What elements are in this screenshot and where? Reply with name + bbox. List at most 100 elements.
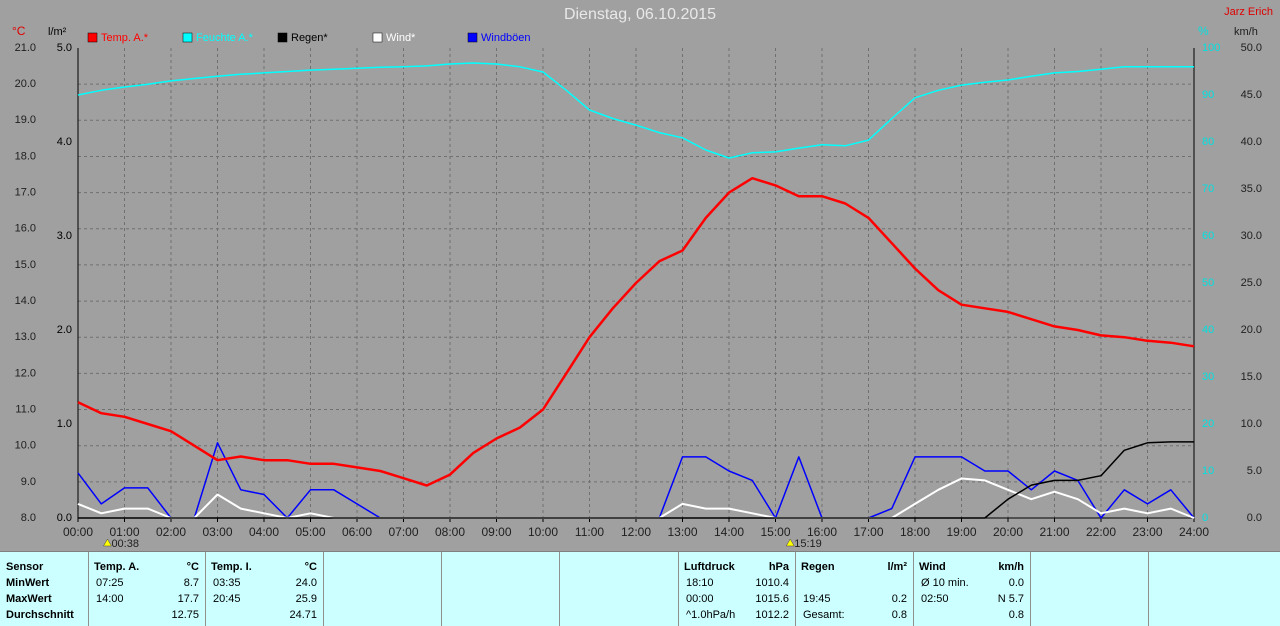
row-value: 12.75 <box>171 609 199 621</box>
y-tick-label: 4.0 <box>57 136 72 148</box>
chart-title: Dienstag, 06.10.2015 <box>564 6 716 23</box>
y-tick-label: 5.0 <box>1247 465 1262 477</box>
x-tick-label: 12:00 <box>621 525 651 539</box>
header-cell: Sensor <box>6 561 44 573</box>
annotation: 00:38 <box>111 538 139 550</box>
y-tick-label: 40.0 <box>1241 136 1262 148</box>
y-tick-label: 5.0 <box>57 42 72 54</box>
row-time: 03:35 <box>213 577 241 589</box>
row-time: 00:00 <box>686 593 714 605</box>
y-tick-label: 0.0 <box>1247 512 1262 524</box>
row-value: 24.0 <box>295 577 317 589</box>
y-tick-label: 25.0 <box>1241 277 1262 289</box>
y-tick-label: 14.0 <box>15 295 36 307</box>
y-tick-label: 20 <box>1202 418 1214 430</box>
x-tick-label: 13:00 <box>667 525 697 539</box>
legend-label: Feuchte A.* <box>196 32 254 44</box>
header-unit: l/m² <box>887 561 907 573</box>
y-tick-label: 50 <box>1202 277 1214 289</box>
row-time: Ø 10 min. <box>921 577 969 589</box>
y-tick-label: 30.0 <box>1241 230 1262 242</box>
series-line <box>77 62 1194 159</box>
y-tick-label: 15.0 <box>1241 371 1262 383</box>
row-time: Gesamt: <box>803 609 845 621</box>
y-tick-label: 19.0 <box>15 114 36 126</box>
x-tick-label: 07:00 <box>388 525 418 539</box>
annotation: 15:19 <box>794 538 822 550</box>
y-tick-label: 2.0 <box>57 324 72 336</box>
row-time: 18:10 <box>686 577 714 589</box>
row-value: 24.71 <box>289 609 317 621</box>
header-unit: °C <box>186 561 199 573</box>
y-axis-label: °C <box>12 24 26 38</box>
y-tick-label: 80 <box>1202 136 1214 148</box>
y-tick-label: 10.0 <box>1241 418 1262 430</box>
row-value: 25.9 <box>295 593 317 605</box>
y-tick-label: 12.0 <box>15 367 36 379</box>
y-tick-label: 20.0 <box>15 78 36 90</box>
y-tick-label: 8.0 <box>21 512 36 524</box>
y-tick-label: 10.0 <box>15 440 36 452</box>
annotation-marker <box>785 538 795 547</box>
legend-swatch <box>182 32 193 43</box>
header-cell: Wind <box>919 561 946 573</box>
y-tick-label: 3.0 <box>57 230 72 242</box>
y-tick-label: 0.0 <box>57 512 72 524</box>
series-line <box>77 176 1195 487</box>
y-tick-label: 35.0 <box>1241 183 1262 195</box>
x-tick-label: 04:00 <box>249 525 279 539</box>
y-tick-label: 60 <box>1202 230 1214 242</box>
y-tick-label: 90 <box>1202 89 1214 101</box>
y-tick-label: 21.0 <box>15 42 36 54</box>
annotation-marker <box>103 538 112 547</box>
row-time: 20:45 <box>213 593 241 605</box>
x-tick-label: 11:00 <box>575 525 604 539</box>
column-separator <box>913 552 914 626</box>
legend-label: Temp. A.* <box>101 32 149 44</box>
column-separator <box>795 552 796 626</box>
column-separator <box>1030 552 1031 626</box>
row-time: 19:45 <box>803 593 831 605</box>
y-tick-label: 18.0 <box>15 150 36 162</box>
x-tick-label: 01:00 <box>109 525 139 539</box>
x-tick-label: 22:00 <box>1086 525 1116 539</box>
y-tick-label: 9.0 <box>21 476 36 488</box>
y4-axis-label: km/h <box>1234 26 1258 38</box>
x-tick-label: 09:00 <box>481 525 511 539</box>
y-tick-label: 70 <box>1202 183 1214 195</box>
x-tick-label: 24:00 <box>1179 525 1209 539</box>
row-value: 0.0 <box>1008 577 1024 589</box>
column-separator <box>323 552 324 626</box>
row-time: ^1.0hPa/h <box>686 609 736 621</box>
y-tick-label: 50.0 <box>1241 42 1262 54</box>
row-label: MaxWert <box>6 593 52 605</box>
column-separator <box>678 552 679 626</box>
row-value: 0.8 <box>1008 609 1024 621</box>
y-tick-label: 15.0 <box>15 259 36 271</box>
x-tick-label: 19:00 <box>946 525 976 539</box>
row-value: 8.7 <box>183 577 199 589</box>
x-tick-label: 06:00 <box>342 525 372 539</box>
row-value: N 5.7 <box>997 593 1024 605</box>
legend-swatch <box>87 32 98 43</box>
y-tick-label: 40 <box>1202 324 1214 336</box>
row-value: 17.7 <box>177 593 199 605</box>
y-tick-label: 1.0 <box>57 418 72 430</box>
column-separator <box>1148 552 1149 626</box>
y-tick-label: 17.0 <box>15 187 36 199</box>
x-tick-label: 20:00 <box>993 525 1023 539</box>
row-value: 1010.4 <box>755 577 789 589</box>
row-label: Durchschnitt <box>6 609 74 621</box>
header-unit: hPa <box>768 561 789 573</box>
row-time: 07:25 <box>96 577 124 589</box>
row-time: 02:50 <box>921 593 949 605</box>
y-tick-label: 11.0 <box>15 403 36 415</box>
y-tick-label: 45.0 <box>1241 89 1262 101</box>
legend-label: Windböen <box>481 32 531 44</box>
column-separator <box>559 552 560 626</box>
column-separator <box>205 552 206 626</box>
y-tick-label: 16.0 <box>15 223 36 235</box>
row-value: 1015.6 <box>755 593 789 605</box>
row-time: 14:00 <box>96 593 124 605</box>
